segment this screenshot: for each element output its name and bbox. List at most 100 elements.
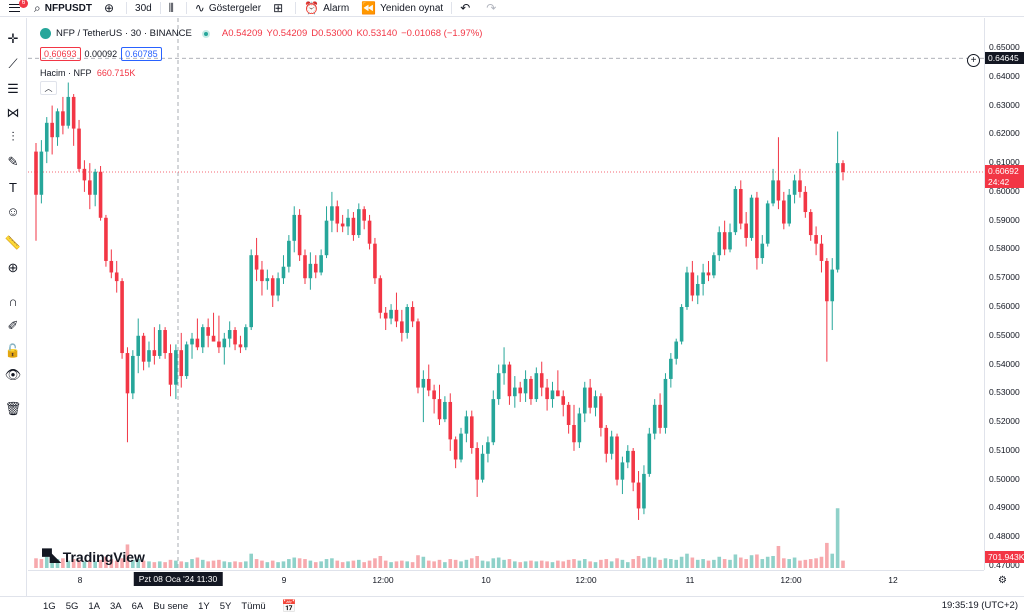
- price-chart-svg[interactable]: [28, 18, 984, 570]
- candle-body: [626, 450, 630, 463]
- sell-button[interactable]: 0.60693: [40, 47, 81, 61]
- lock-icon[interactable]: 🔓: [4, 343, 22, 358]
- chart-canvas[interactable]: [28, 18, 984, 570]
- range-button[interactable]: Tümü: [241, 600, 266, 612]
- fib-tool-icon[interactable]: ☰: [7, 81, 19, 96]
- indicators-button[interactable]: ∿ Göstergeler: [189, 0, 267, 17]
- volume-bar: [728, 559, 732, 568]
- candle-body: [249, 255, 253, 328]
- candle-body: [61, 111, 65, 126]
- brush-tool-icon[interactable]: ✎: [7, 154, 19, 169]
- lock-drawing-mode-icon[interactable]: ✐: [7, 318, 19, 333]
- tradingview-watermark: ▀◣ TradingView: [42, 548, 145, 565]
- candle-body: [566, 404, 571, 425]
- trash-icon[interactable]: 🗑: [4, 401, 22, 416]
- volume-bar: [507, 559, 512, 568]
- candle-body: [244, 327, 248, 348]
- candle-body: [233, 330, 237, 345]
- volume-bar: [287, 559, 291, 568]
- collapse-legend-button[interactable]: ︿: [40, 81, 57, 95]
- range-button[interactable]: 3A: [110, 600, 122, 612]
- volume-bar: [136, 559, 141, 568]
- templates-button[interactable]: ⊞: [267, 0, 293, 17]
- crosshair-tool-icon[interactable]: ✛: [7, 31, 19, 46]
- volume-bar: [459, 561, 463, 568]
- candle-body: [529, 378, 533, 400]
- volume-bar: [690, 557, 695, 568]
- volume-bar: [776, 545, 781, 568]
- symbol-search-button[interactable]: ⌕ NFPUSDT: [28, 0, 98, 17]
- buy-sell-panel: 0.60693 0.00092 0.60785: [40, 47, 162, 61]
- candle-body: [351, 217, 356, 236]
- volume-bar: [362, 562, 366, 568]
- interval-button[interactable]: 30d: [135, 2, 152, 14]
- volume-bar: [39, 559, 44, 568]
- volume-bar: [66, 560, 71, 568]
- price-tick-label: 0.55000: [989, 329, 1020, 340]
- candle-body: [819, 243, 824, 261]
- compare-symbol-button[interactable]: ⊕: [98, 0, 124, 17]
- candle-body: [120, 281, 124, 354]
- time-axis[interactable]: 8 9 12:00 10 12:00 11 12:00 12 Pzt 08 Oca '24 11…: [28, 570, 984, 588]
- ruler-tool-icon[interactable]: 📏: [4, 235, 22, 250]
- candle-body: [486, 442, 490, 454]
- volume-bar: [400, 560, 404, 568]
- candle-body: [658, 404, 662, 428]
- alert-button[interactable]: ⏰ Alarm: [298, 0, 355, 17]
- eye-icon[interactable]: 👁: [4, 367, 22, 382]
- trend-line-tool-icon[interactable]: ⟋: [8, 56, 18, 71]
- candle-body: [421, 378, 426, 388]
- add-alert-at-price-button[interactable]: +: [967, 54, 980, 67]
- range-button[interactable]: 1G: [43, 600, 56, 612]
- volume-bar: [491, 558, 496, 568]
- nfp-logo-icon: [40, 28, 51, 39]
- candle-body: [808, 212, 813, 236]
- volume-bar: [244, 561, 248, 568]
- volume-bar: [749, 555, 754, 568]
- replay-button[interactable]: ⏪ Yeniden oynat: [355, 0, 449, 17]
- emoji-tool-icon[interactable]: ☺: [6, 203, 20, 219]
- volume-bar: [771, 555, 775, 568]
- volume-bar: [663, 558, 668, 568]
- candle-body: [340, 223, 345, 227]
- volume-bar: [738, 557, 743, 568]
- zoom-tool-icon[interactable]: ⊕: [7, 260, 19, 275]
- range-button[interactable]: 1Y: [198, 600, 210, 612]
- volume-bar: [432, 561, 436, 568]
- text-tool-icon[interactable]: T: [9, 179, 17, 195]
- range-button[interactable]: 5Y: [219, 600, 232, 612]
- candle-body: [706, 272, 711, 276]
- volume-bar: [373, 558, 377, 568]
- volume-bar: [217, 559, 221, 568]
- candle-body: [475, 448, 479, 480]
- price-axis[interactable]: 0.65000 0.64000 0.63000 0.62000 0.61000 0.600…: [984, 18, 1024, 570]
- candle-body: [357, 209, 361, 236]
- candle-body: [701, 272, 705, 284]
- candle-body: [373, 243, 377, 279]
- pattern-tool-icon[interactable]: ⋈: [6, 105, 20, 120]
- volume-bar: [652, 557, 657, 568]
- settings-gear-icon[interactable]: ⚙: [998, 575, 1007, 586]
- volume-bar: [464, 559, 469, 568]
- volume-bar: [577, 560, 582, 568]
- divider: [126, 2, 128, 14]
- candle-body: [453, 439, 458, 460]
- crosshair-price-tag: 0.64645: [985, 52, 1024, 65]
- range-button[interactable]: 5G: [65, 600, 79, 612]
- chart-type-button[interactable]: ⫴: [163, 0, 184, 17]
- volume-bar: [292, 557, 297, 568]
- range-button[interactable]: 6A: [131, 600, 144, 612]
- undo-button[interactable]: ↶: [454, 0, 480, 17]
- range-button[interactable]: 1A: [88, 600, 100, 612]
- candle-body: [523, 378, 528, 394]
- redo-button[interactable]: ↷: [480, 0, 506, 17]
- volume-bar: [179, 561, 184, 568]
- range-button[interactable]: Bu sene: [153, 600, 189, 612]
- magnet-tool-icon[interactable]: ∩: [8, 293, 18, 309]
- clock-display[interactable]: 19:35:19 (UTC+2): [941, 600, 1018, 611]
- main-menu-button[interactable]: 6: [0, 0, 28, 17]
- buy-button[interactable]: 0.60785: [121, 47, 162, 61]
- calendar-icon[interactable]: 📅: [281, 599, 297, 613]
- grid-icon: ⊞: [273, 1, 284, 15]
- prediction-tool-icon[interactable]: ⫶: [11, 129, 15, 144]
